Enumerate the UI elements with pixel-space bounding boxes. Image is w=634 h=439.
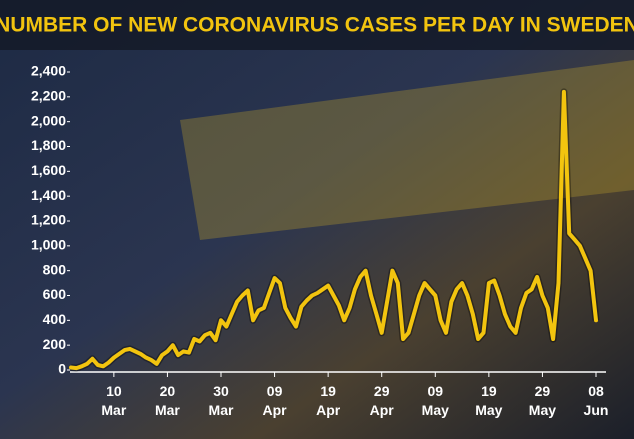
y-tick-label: 1,000 <box>31 237 66 253</box>
x-tick-month: May <box>475 402 502 418</box>
x-tick-day: 19 <box>320 383 336 399</box>
x-tick-month: Apr <box>316 402 341 418</box>
y-tick-label: 1,400 <box>31 187 66 203</box>
x-tick-label: 19 May <box>475 383 502 418</box>
x-tick-day: 20 <box>160 383 176 399</box>
y-tick-label: 1,600 <box>31 162 66 178</box>
x-tick-month: Apr <box>263 402 288 418</box>
x-tick-month: May <box>422 402 449 418</box>
line <box>69 89 598 371</box>
x-tick-day: 09 <box>267 383 283 399</box>
y-tick-label: 2,400 <box>31 63 66 79</box>
x-tick-label: 29 May <box>529 383 556 418</box>
title-band <box>0 0 634 50</box>
x-tick-month: May <box>529 402 556 418</box>
x-tick-day: 29 <box>374 383 390 399</box>
x-tick-label: 19 Apr <box>316 383 341 418</box>
x-tick-label: 09 Apr <box>263 383 288 418</box>
y-tick-label: 2,200 <box>31 88 66 104</box>
y-tick-label: 0 <box>58 361 66 377</box>
flag-backdrop <box>180 60 634 240</box>
y-tick-label: 400 <box>43 311 67 327</box>
x-tick-label: 29 Apr <box>370 383 395 418</box>
x-tick-label: 20 Mar <box>155 383 180 418</box>
x-tick-day: 10 <box>106 383 122 399</box>
x-tick-month: Mar <box>155 402 180 418</box>
x-tick-month: Mar <box>101 402 126 418</box>
y-tick-label: 600 <box>43 286 67 302</box>
y-tick-label: 200 <box>43 336 67 352</box>
x-tick-day: 30 <box>213 383 229 399</box>
y-tick-label: 1,200 <box>31 212 66 228</box>
y-tick-label: 800 <box>43 261 67 277</box>
x-tick-day: 19 <box>481 383 497 399</box>
x-tick-label: 08 Jun <box>584 383 609 418</box>
x-tick-label: 30 Mar <box>209 383 234 418</box>
x-tick-month: Jun <box>584 402 609 418</box>
x-tick-month: Apr <box>370 402 395 418</box>
x-tick-day: 09 <box>427 383 443 399</box>
x-tick-label: 10 Mar <box>101 383 126 418</box>
y-tick-label: 1,800 <box>31 137 66 153</box>
chart-title: NUMBER OF NEW CORONAVIRUS CASES PER DAY … <box>0 14 634 37</box>
x-tick-day: 08 <box>588 383 604 399</box>
x-tick-day: 29 <box>535 383 551 399</box>
y-tick-label: 2,000 <box>31 112 66 128</box>
x-tick-label: 09 May <box>422 383 449 418</box>
x-tick-month: Mar <box>209 402 234 418</box>
